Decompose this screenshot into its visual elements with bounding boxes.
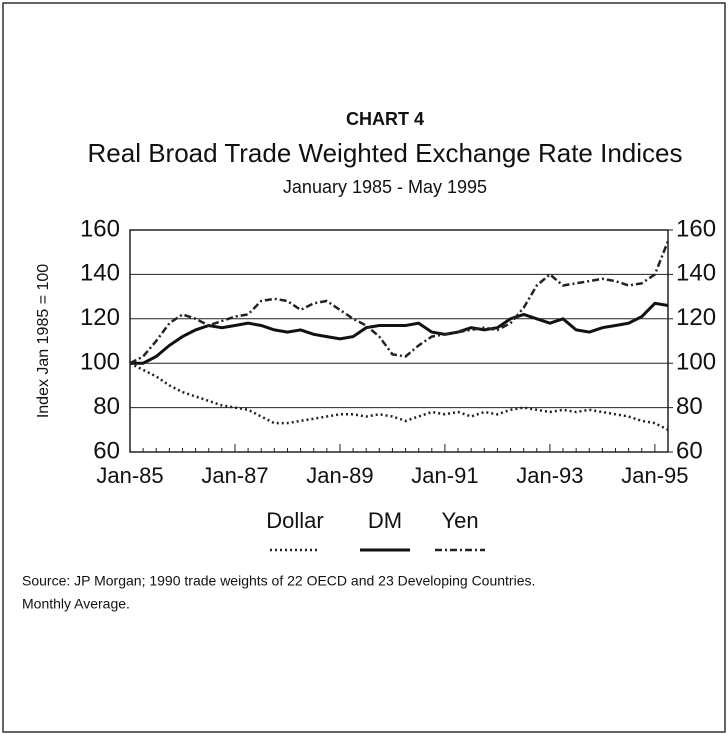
chart-subtitle: January 1985 - May 1995	[283, 177, 487, 197]
y-axis-label: Index Jan 1985 = 100	[35, 264, 52, 418]
y-tick-label: 120	[80, 304, 120, 331]
series-line	[129, 240, 670, 365]
chart-title: Real Broad Trade Weighted Exchange Rate …	[88, 138, 683, 168]
y2-tick-label: 100	[676, 349, 716, 376]
x-tick-label: Jan-85	[96, 463, 163, 488]
series-line	[130, 301, 669, 365]
source: Source: JP Morgan; 1990 trade weights of…	[22, 573, 535, 589]
x-tick-label: Jan-87	[201, 463, 268, 488]
y-tick-label: 60	[93, 437, 120, 464]
legend-label: DM	[368, 508, 402, 533]
legend-label: Dollar	[266, 508, 323, 533]
y2-tick-label: 80	[676, 393, 703, 420]
x-tick-label: Jan-93	[516, 463, 583, 488]
plot-frame	[129, 229, 669, 453]
y-tick-label: 80	[93, 393, 120, 420]
legend-label: Yen	[441, 508, 478, 533]
y-tick-label: 100	[80, 349, 120, 376]
x-tick-label: Jan-91	[411, 463, 478, 488]
y2-tick-label: 160	[676, 215, 716, 242]
y2-tick-label: 120	[676, 304, 716, 331]
y-tick-label: 160	[80, 215, 120, 242]
y2-tick-label: 60	[676, 437, 703, 464]
series-line	[129, 362, 669, 431]
x-tick-label: Jan-95	[621, 463, 688, 488]
y2-tick-label: 140	[676, 260, 716, 287]
y-tick-label: 140	[80, 260, 120, 287]
note: Monthly Average.	[22, 596, 130, 612]
x-tick-label: Jan-89	[306, 463, 373, 488]
chart-label: CHART 4	[346, 109, 424, 129]
